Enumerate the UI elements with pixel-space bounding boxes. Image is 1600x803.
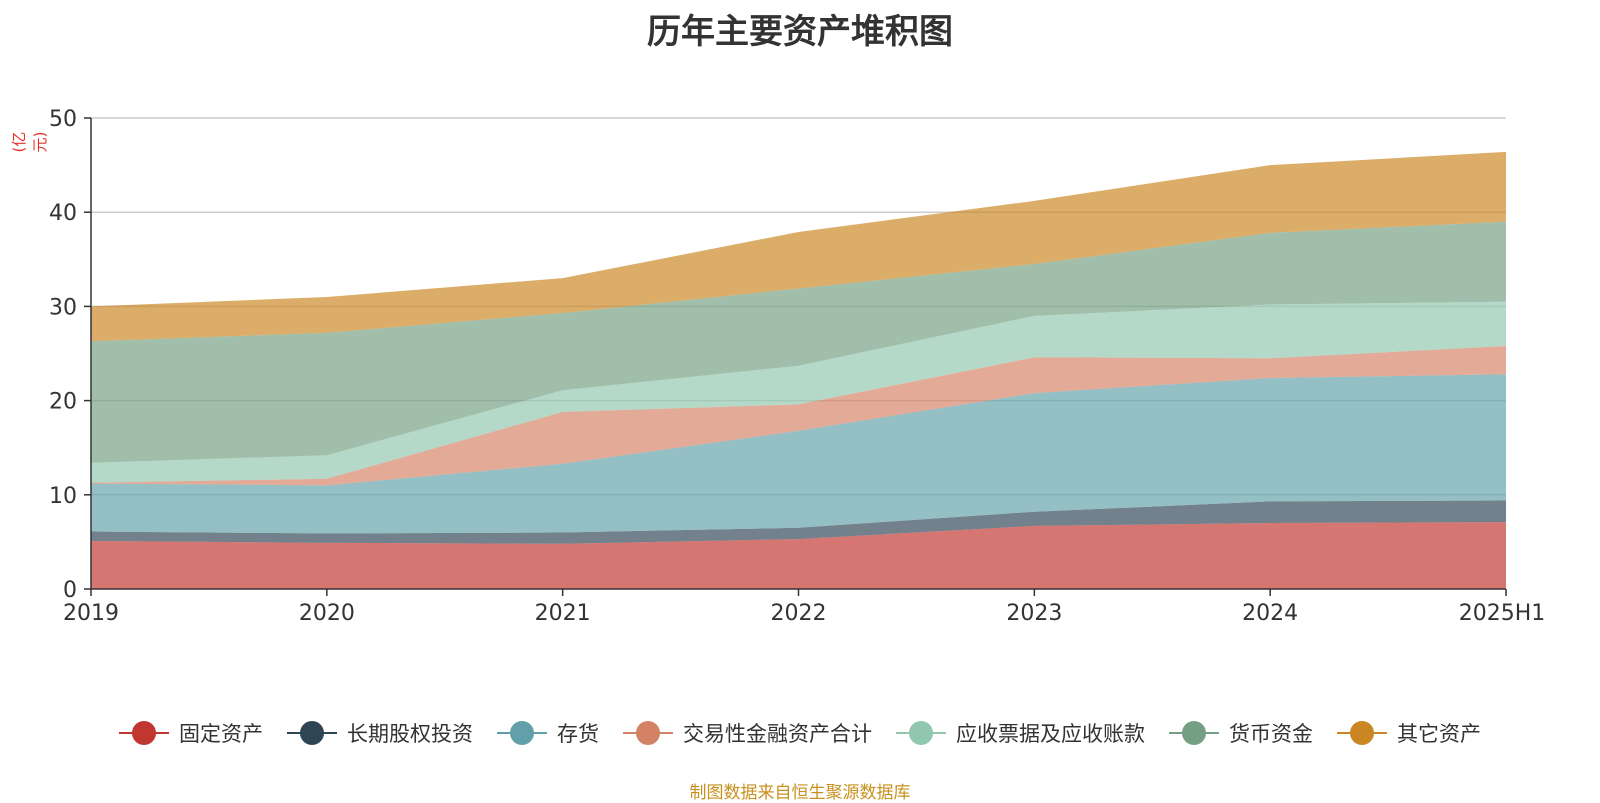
- legend-label: 固定资产: [179, 722, 263, 746]
- legend-marker-icon: [497, 720, 547, 746]
- legend-item-1[interactable]: 长期股权投资: [287, 718, 473, 748]
- x-tick-label: 2019: [63, 601, 119, 626]
- area-series-0: [91, 522, 1506, 589]
- legend-item-3[interactable]: 交易性金融资产合计: [623, 718, 872, 748]
- y-tick-label: 0: [63, 578, 77, 603]
- axis-layer: 0 10 20 30 40 50 2019 2020 2021 2022 2023 2024 2025H…: [49, 107, 1545, 626]
- legend: 固定资产 长期股权投资 存货 交易性金融资产合计 应收票据及应收账款 货币资金 其它资产: [0, 718, 1600, 748]
- legend-marker-icon: [1169, 720, 1219, 746]
- y-tick-label: 20: [49, 390, 77, 415]
- source-note: 制图数据来自恒生聚源数据库: [689, 783, 911, 803]
- legend-label: 长期股权投资: [347, 722, 473, 746]
- y-tick-label: 50: [49, 107, 77, 132]
- y-tick-label: 10: [49, 484, 77, 509]
- legend-marker-icon: [896, 720, 946, 746]
- y-tick-label: 40: [49, 201, 77, 226]
- area-series-4: [91, 301, 1506, 483]
- legend-marker-icon: [1337, 720, 1387, 746]
- x-tick-label: 2025H1: [1459, 601, 1546, 626]
- legend-item-6[interactable]: 其它资产: [1337, 718, 1481, 748]
- legend-label: 其它资产: [1397, 722, 1481, 746]
- legend-label: 应收票据及应收账款: [956, 722, 1145, 746]
- legend-item-4[interactable]: 应收票据及应收账款: [896, 718, 1145, 748]
- legend-marker-icon: [287, 720, 337, 746]
- legend-label: 货币资金: [1229, 722, 1313, 746]
- legend-label: 存货: [557, 722, 599, 746]
- legend-marker-icon: [119, 720, 169, 746]
- area-series-2: [91, 374, 1506, 534]
- area-series-3: [91, 345, 1506, 486]
- area-layer: [91, 151, 1506, 589]
- area-series-1: [91, 500, 1506, 544]
- x-tick-label: 2023: [1006, 601, 1062, 626]
- x-tick-label: 2020: [299, 601, 355, 626]
- area-series-5: [91, 221, 1506, 463]
- x-tick-label: 2022: [771, 601, 827, 626]
- legend-label: 交易性金融资产合计: [683, 722, 872, 746]
- y-tick-label: 30: [49, 295, 77, 320]
- legend-item-0[interactable]: 固定资产: [119, 718, 263, 748]
- x-tick-label: 2024: [1242, 601, 1298, 626]
- chart-title: 历年主要资产堆积图: [647, 12, 953, 52]
- legend-item-2[interactable]: 存货: [497, 718, 599, 748]
- legend-marker-icon: [623, 720, 673, 746]
- x-tick-label: 2021: [535, 601, 591, 626]
- legend-item-5[interactable]: 货币资金: [1169, 718, 1313, 748]
- area-series-6: [91, 151, 1506, 342]
